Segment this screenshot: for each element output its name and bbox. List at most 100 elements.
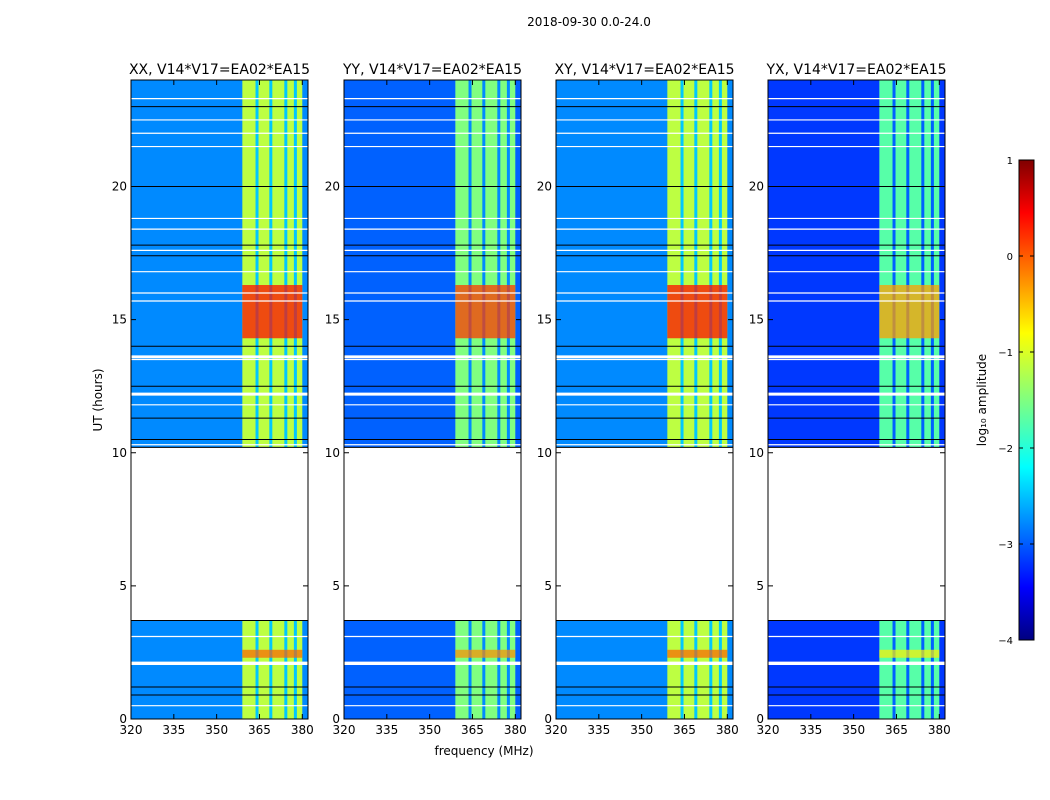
x-tick-label: 350	[842, 723, 865, 737]
colorbar-tick-label: −3	[998, 540, 1013, 551]
x-tick-label: 350	[418, 723, 441, 737]
band-channel-stripe	[506, 80, 510, 448]
panels-group: XX, V14*V17=EA02*EA15 320 335 350 365 380 0 5 10…	[112, 62, 951, 737]
band-channel-stripe	[255, 620, 259, 719]
y-tick-label: 10	[325, 446, 340, 460]
y-tick-label: 20	[537, 180, 552, 194]
x-tick-label: 335	[162, 723, 185, 737]
band-channel-stripe	[269, 80, 273, 448]
band-channel-stripe	[482, 620, 486, 719]
panel-title: XY, V14*V17=EA02*EA15	[554, 62, 734, 78]
colorbar-tick-label: −4	[998, 636, 1013, 647]
y-tick-label: 20	[749, 180, 764, 194]
band-channel-stripe	[269, 620, 273, 719]
y-tick-label: 15	[325, 313, 340, 327]
x-tick-label: 320	[120, 723, 143, 737]
band-channel-stripe	[930, 80, 934, 448]
flare-region	[667, 285, 728, 339]
flare-region-early	[242, 649, 303, 658]
panel-4: YX, V14*V17=EA02*EA15 320 335 350 365 380 0 5 10…	[749, 62, 951, 737]
band-channel-stripe	[718, 80, 722, 448]
panel-title: YY, V14*V17=EA02*EA15	[342, 62, 522, 78]
y-tick-label: 0	[332, 712, 340, 726]
panel-frame	[767, 79, 946, 720]
band-channel-stripe	[694, 80, 698, 448]
band-channel-stripe	[293, 80, 297, 448]
y-tick-label: 0	[119, 712, 127, 726]
panel-frame	[343, 79, 522, 720]
x-tick-label: 380	[504, 723, 527, 737]
y-tick-label: 0	[756, 712, 764, 726]
band-channel-stripe	[482, 80, 486, 448]
colorbar-label: log₁₀ amplitude	[975, 354, 989, 446]
band-channel-stripe	[709, 620, 713, 719]
band-channel-stripe	[506, 620, 510, 719]
band-channel-stripe	[497, 620, 501, 719]
band-channel-stripe	[921, 620, 925, 719]
x-tick-label: 365	[461, 723, 484, 737]
band-channel-stripe	[892, 80, 896, 448]
colorbar-tick-label: 1	[1007, 156, 1013, 167]
colorbar: 1 0 −1 −2 −3 −4	[998, 156, 1035, 647]
x-tick-label: 320	[333, 723, 356, 737]
flare-region	[242, 285, 303, 339]
figure-title: 2018-09-30 0.0-24.0	[527, 15, 651, 29]
band-channel-stripe	[468, 620, 472, 719]
colorbar-gradient	[1018, 159, 1035, 641]
band-channel-stripe	[284, 80, 288, 448]
y-axis-label: UT (hours)	[91, 368, 105, 431]
y-tick-label: 5	[756, 579, 764, 593]
band-channel-stripe	[906, 620, 910, 719]
band-channel-stripe	[284, 620, 288, 719]
y-tick-label: 15	[112, 313, 127, 327]
panel-frame	[130, 79, 309, 720]
band-channel-stripe	[709, 80, 713, 448]
y-tick-label: 15	[749, 313, 764, 327]
x-tick-label: 365	[673, 723, 696, 737]
flare-region-early	[455, 649, 516, 658]
band-channel-stripe	[680, 620, 684, 719]
band-channel-stripe	[468, 80, 472, 448]
y-tick-label: 10	[537, 446, 552, 460]
x-tick-label: 380	[716, 723, 739, 737]
y-tick-label: 20	[112, 180, 127, 194]
band-channel-stripe	[930, 620, 934, 719]
y-tick-label: 10	[112, 446, 127, 460]
flare-region	[455, 285, 516, 339]
y-tick-label: 10	[749, 446, 764, 460]
y-tick-label: 5	[332, 579, 340, 593]
y-tick-label: 0	[544, 712, 552, 726]
x-tick-label: 320	[545, 723, 568, 737]
flare-region	[879, 285, 940, 339]
band-channel-stripe	[680, 80, 684, 448]
y-tick-label: 20	[325, 180, 340, 194]
panel-1: XX, V14*V17=EA02*EA15 320 335 350 365 380 0 5 10…	[112, 62, 314, 737]
x-tick-label: 335	[375, 723, 398, 737]
x-tick-label: 335	[799, 723, 822, 737]
x-tick-label: 380	[291, 723, 314, 737]
band-channel-stripe	[255, 80, 259, 448]
panel-title: YX, V14*V17=EA02*EA15	[765, 62, 946, 78]
colorbar-tick-label: 0	[1007, 252, 1013, 263]
panel-3: XY, V14*V17=EA02*EA15 320 335 350 365 380 0 5 10…	[537, 62, 739, 737]
band-channel-stripe	[497, 80, 501, 448]
x-tick-label: 365	[248, 723, 271, 737]
panel-frame	[555, 79, 734, 720]
panel-2: YY, V14*V17=EA02*EA15 320 335 350 365 380 0 5 10…	[325, 62, 527, 737]
band-channel-stripe	[892, 620, 896, 719]
band-channel-stripe	[906, 80, 910, 448]
colorbar-tick-label: −1	[998, 348, 1013, 359]
x-tick-label: 350	[630, 723, 653, 737]
y-tick-label: 5	[119, 579, 127, 593]
x-tick-label: 380	[928, 723, 951, 737]
band-channel-stripe	[921, 80, 925, 448]
panel-title: XX, V14*V17=EA02*EA15	[129, 62, 310, 78]
band-channel-stripe	[694, 620, 698, 719]
band-channel-stripe	[718, 620, 722, 719]
colorbar-tick-label: −2	[998, 444, 1013, 455]
x-tick-label: 335	[587, 723, 610, 737]
flare-region-early	[667, 649, 728, 658]
x-tick-label: 350	[205, 723, 228, 737]
x-tick-label: 365	[885, 723, 908, 737]
